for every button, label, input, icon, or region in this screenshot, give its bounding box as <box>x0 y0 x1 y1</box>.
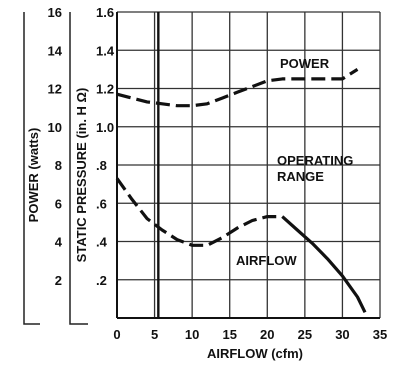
plot-frame <box>116 12 380 319</box>
pressure-tick-label: .4 <box>96 235 108 250</box>
power-axis-line <box>23 12 40 325</box>
x-tick-label: 25 <box>298 327 312 342</box>
static-pressure-axis-title: STATIC PRESSURE (in. H Ω) <box>74 88 89 263</box>
pressure-tick-label: 1.2 <box>96 82 114 97</box>
power-curve-label: POWER <box>280 56 330 71</box>
x-tick-label: 5 <box>151 327 158 342</box>
pressure-tick-label: 1.4 <box>96 43 115 58</box>
power-tick-label: 2 <box>55 273 62 288</box>
x-axis-title: AIRFLOW (cfm) <box>207 346 303 361</box>
x-tick-label: 15 <box>222 327 236 342</box>
tick-labels: 0 5 10 15 20 25 30 35 .2 .4 .6 .8 1.0 1.2 1.4 1.6 2 4 6 8 10… <box>48 5 388 342</box>
pressure-tick-label: .2 <box>96 273 107 288</box>
power-tick-label: 6 <box>55 196 62 211</box>
chart-curves <box>115 68 367 314</box>
side-axes <box>23 12 88 325</box>
pressure-tick-label: .8 <box>96 158 107 173</box>
x-tick-label: 35 <box>373 327 387 342</box>
chart-grid <box>116 11 381 318</box>
power-tick-label: 16 <box>48 5 62 20</box>
power-axis-title: POWER (watts) <box>26 128 41 223</box>
airflow-curve-label: AIRFLOW <box>236 253 297 268</box>
power-tick-label: 4 <box>55 235 63 250</box>
power-tick-label: 10 <box>48 120 62 135</box>
x-tick-label: 20 <box>260 327 274 342</box>
power-tick-label: 12 <box>48 82 62 97</box>
x-tick-label: 30 <box>335 327 349 342</box>
operating-range-label-line-1: OPERATING <box>277 153 353 168</box>
power-tick-label: 14 <box>48 43 63 58</box>
power-tick-label: 8 <box>55 158 62 173</box>
x-tick-label: 0 <box>113 327 120 342</box>
x-tick-label: 10 <box>185 327 199 342</box>
pressure-tick-label: 1.6 <box>96 5 114 20</box>
pressure-tick-label: 1.0 <box>96 120 114 135</box>
pressure-tick-label: .6 <box>96 196 107 211</box>
operating-range-label-line-2: RANGE <box>277 169 324 184</box>
series-power-line <box>116 68 359 108</box>
series-airflow-line <box>115 177 283 247</box>
series-airflow-operating-line <box>281 215 367 314</box>
pressure-axis-line <box>69 12 88 325</box>
